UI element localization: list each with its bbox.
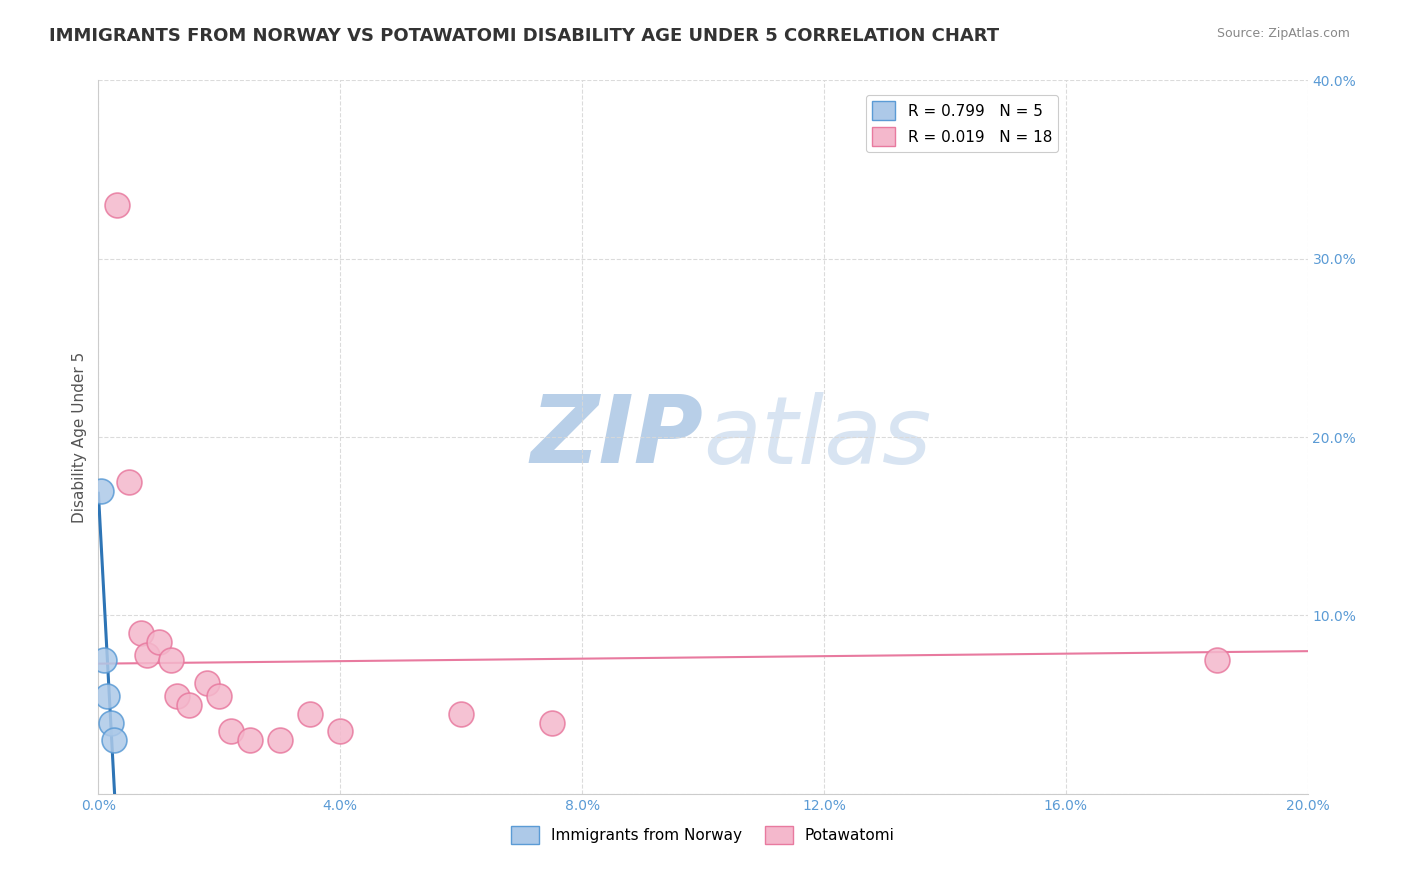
Point bbox=[221, 724, 243, 739]
Point bbox=[1206, 653, 1229, 667]
Text: ZIP: ZIP bbox=[530, 391, 703, 483]
Text: Source: ZipAtlas.com: Source: ZipAtlas.com bbox=[1216, 27, 1350, 40]
Point bbox=[129, 626, 152, 640]
Point bbox=[166, 689, 188, 703]
Point bbox=[90, 483, 112, 498]
Point bbox=[105, 198, 128, 212]
Point bbox=[208, 689, 231, 703]
Text: IMMIGRANTS FROM NORWAY VS POTAWATOMI DISABILITY AGE UNDER 5 CORRELATION CHART: IMMIGRANTS FROM NORWAY VS POTAWATOMI DIS… bbox=[49, 27, 1000, 45]
Point bbox=[239, 733, 262, 747]
Point bbox=[93, 653, 115, 667]
Point bbox=[299, 706, 322, 721]
Point bbox=[118, 475, 141, 489]
Point bbox=[269, 733, 291, 747]
Point bbox=[329, 724, 352, 739]
Point bbox=[148, 635, 170, 649]
Point bbox=[450, 706, 472, 721]
Point bbox=[100, 715, 122, 730]
Point bbox=[135, 648, 157, 662]
Text: atlas: atlas bbox=[703, 392, 931, 483]
Point bbox=[160, 653, 183, 667]
Point bbox=[96, 689, 118, 703]
Legend: Immigrants from Norway, Potawatomi: Immigrants from Norway, Potawatomi bbox=[505, 820, 901, 850]
Point bbox=[540, 715, 562, 730]
Point bbox=[195, 676, 218, 690]
Point bbox=[179, 698, 201, 712]
Y-axis label: Disability Age Under 5: Disability Age Under 5 bbox=[72, 351, 87, 523]
Point bbox=[103, 733, 125, 747]
